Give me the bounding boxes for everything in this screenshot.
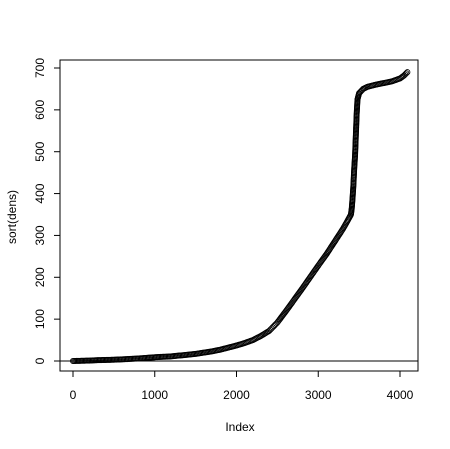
- y-tick-label: 300: [33, 225, 47, 245]
- x-tick-label: 2000: [223, 388, 250, 402]
- data-point: [403, 70, 410, 77]
- y-tick-label: 500: [33, 141, 47, 161]
- x-tick-label: 1000: [141, 388, 168, 402]
- plot-frame: [59, 59, 419, 372]
- data-point: [356, 90, 363, 97]
- y-tick-label: 0: [33, 357, 47, 364]
- data-point: [400, 73, 407, 80]
- x-tick-label: 4000: [387, 388, 414, 402]
- x-axis-title: Index: [225, 420, 254, 434]
- y-tick-label: 400: [33, 183, 47, 203]
- y-tick-label: 100: [33, 309, 47, 329]
- y-tick-label: 200: [33, 267, 47, 287]
- x-tick-label: 3000: [305, 388, 332, 402]
- y-axis: 0 100 200 300 400 500 600 700: [33, 58, 60, 364]
- data-points: [70, 69, 411, 364]
- data-point: [357, 89, 364, 96]
- y-tick-label: 600: [33, 100, 47, 120]
- x-axis: 0 1000 2000 3000 4000: [70, 371, 414, 402]
- y-tick-label: 700: [33, 58, 47, 78]
- data-point: [404, 69, 411, 76]
- x-tick-label: 0: [70, 388, 77, 402]
- y-axis-title: sort(dens): [5, 190, 19, 244]
